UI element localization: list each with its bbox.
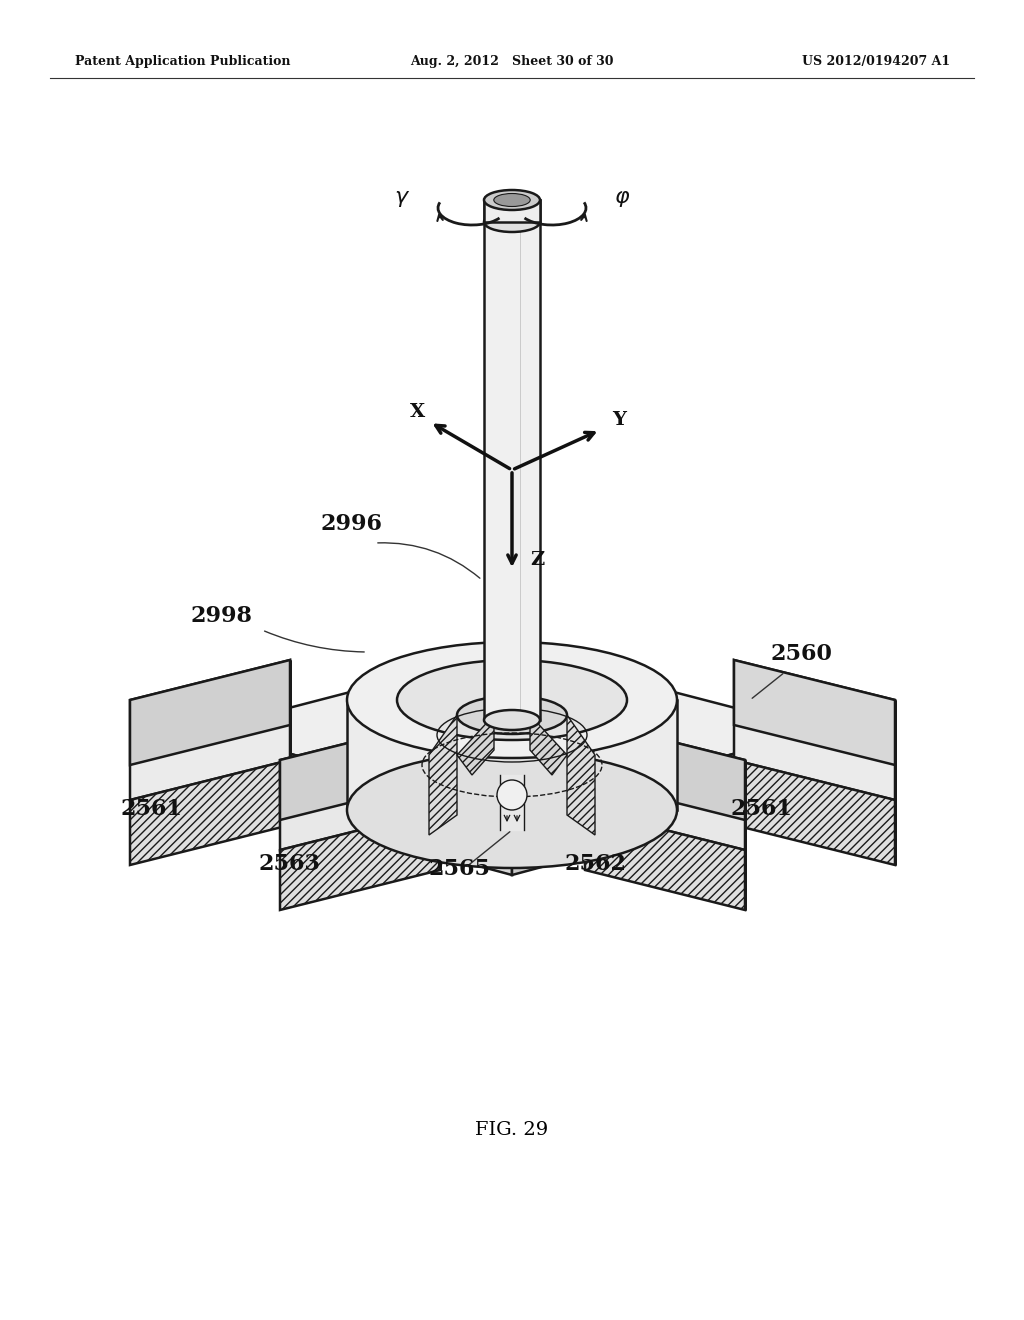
Polygon shape xyxy=(734,760,895,865)
Polygon shape xyxy=(512,730,820,875)
Polygon shape xyxy=(734,660,895,766)
Polygon shape xyxy=(734,660,895,800)
Polygon shape xyxy=(130,760,290,865)
Text: 2565: 2565 xyxy=(428,858,490,880)
Text: $\varphi$: $\varphi$ xyxy=(613,187,630,209)
Polygon shape xyxy=(280,719,440,850)
Polygon shape xyxy=(280,810,440,909)
Ellipse shape xyxy=(347,642,677,758)
Ellipse shape xyxy=(457,696,567,734)
Ellipse shape xyxy=(484,190,540,210)
Polygon shape xyxy=(585,719,745,850)
Text: 2563: 2563 xyxy=(258,853,319,875)
Polygon shape xyxy=(204,649,820,814)
Polygon shape xyxy=(347,700,677,810)
Text: 2996: 2996 xyxy=(319,513,382,535)
Polygon shape xyxy=(130,660,290,800)
Text: Z: Z xyxy=(530,550,544,569)
Polygon shape xyxy=(585,810,745,909)
Circle shape xyxy=(497,780,527,810)
Ellipse shape xyxy=(494,194,530,206)
Polygon shape xyxy=(280,719,440,820)
Text: Aug. 2, 2012   Sheet 30 of 30: Aug. 2, 2012 Sheet 30 of 30 xyxy=(411,55,613,69)
Ellipse shape xyxy=(484,710,540,730)
Bar xyxy=(484,201,540,222)
Bar xyxy=(484,201,540,719)
Text: 2998: 2998 xyxy=(190,605,252,627)
Polygon shape xyxy=(457,715,494,775)
Text: X: X xyxy=(410,403,425,421)
Polygon shape xyxy=(204,730,512,875)
Polygon shape xyxy=(567,715,595,836)
Text: Patent Application Publication: Patent Application Publication xyxy=(75,55,291,69)
Text: 2562: 2562 xyxy=(565,853,627,875)
Text: 2560: 2560 xyxy=(770,643,831,665)
Text: Y: Y xyxy=(612,411,626,429)
Ellipse shape xyxy=(347,752,677,869)
Ellipse shape xyxy=(397,660,627,741)
Text: US 2012/0194207 A1: US 2012/0194207 A1 xyxy=(802,55,950,69)
Ellipse shape xyxy=(484,213,540,232)
Polygon shape xyxy=(429,715,457,836)
Text: 2561: 2561 xyxy=(730,799,792,820)
Text: $\gamma$: $\gamma$ xyxy=(394,187,410,209)
Polygon shape xyxy=(585,719,745,820)
Text: FIG. 29: FIG. 29 xyxy=(475,1121,549,1139)
Polygon shape xyxy=(530,715,567,775)
Text: 2561: 2561 xyxy=(120,799,182,820)
Polygon shape xyxy=(130,660,290,766)
